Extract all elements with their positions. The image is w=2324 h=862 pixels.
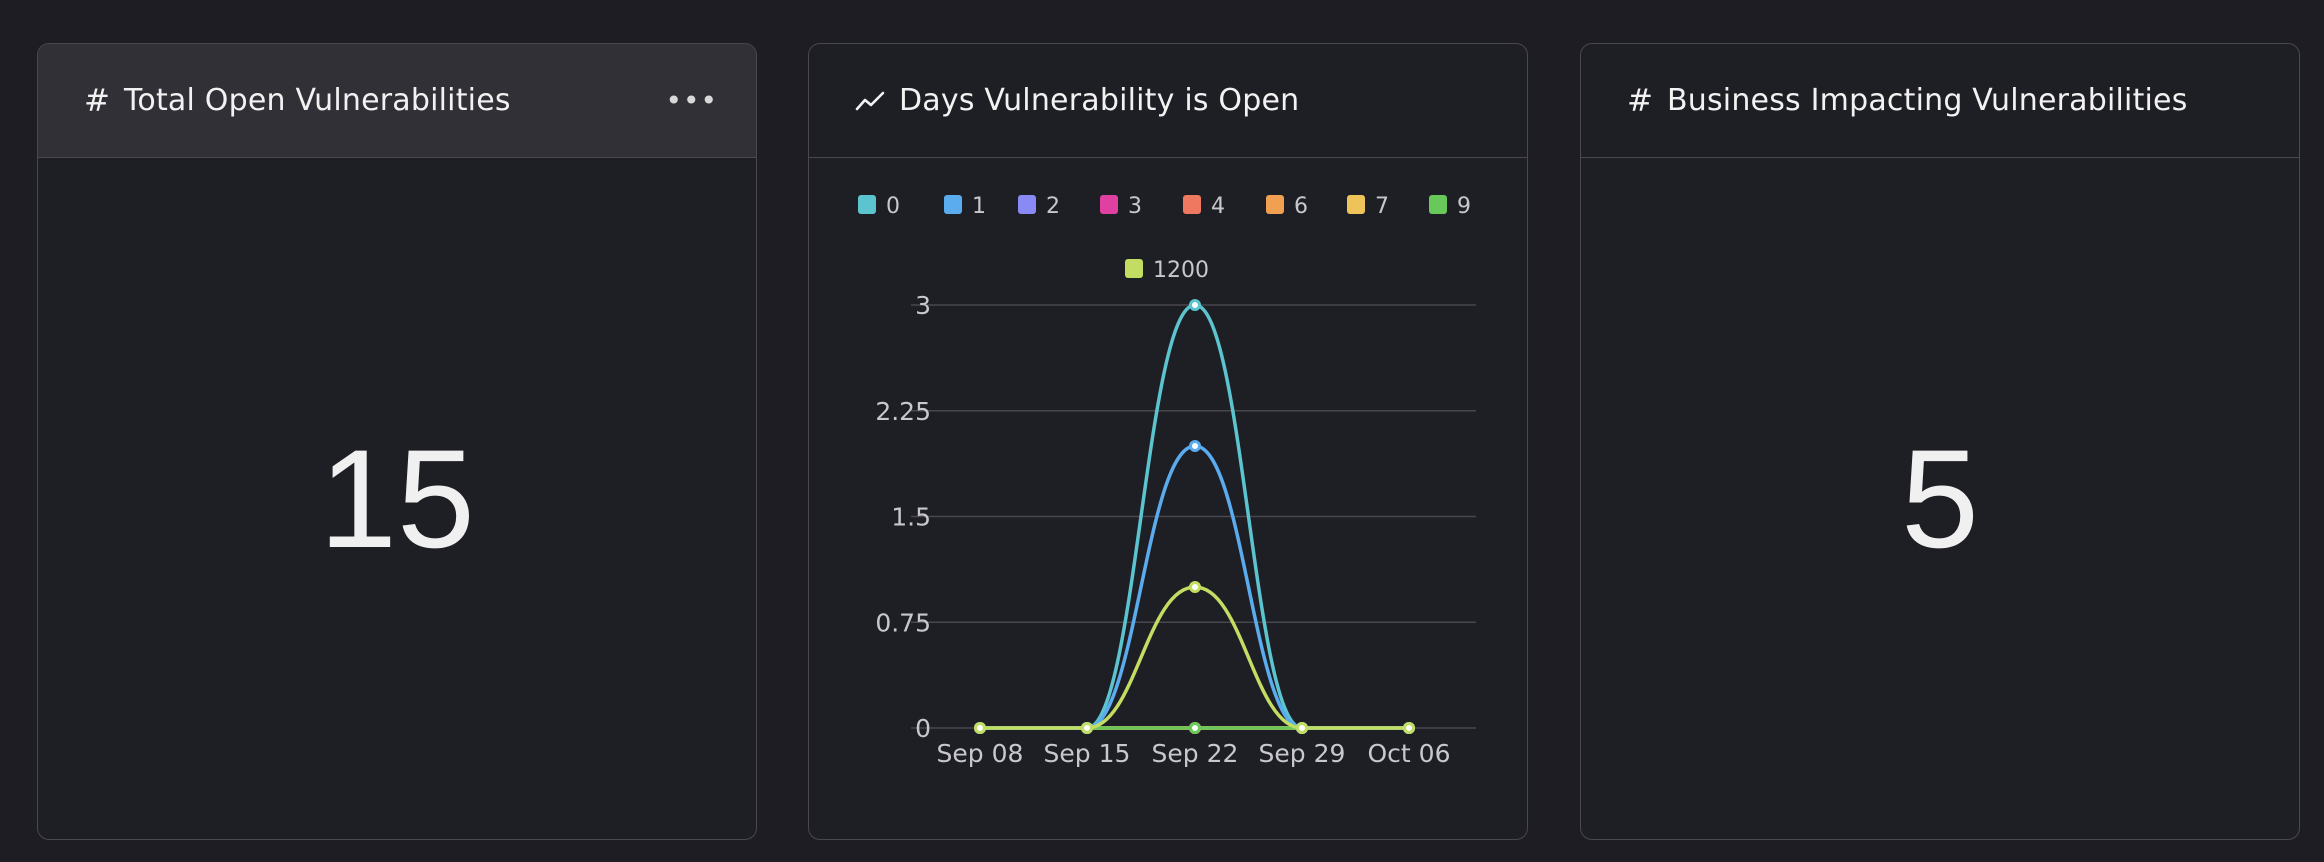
line-chart-icon [855,89,885,113]
legend-marker-3[interactable] [1100,195,1118,214]
metric-value: 15 [319,419,475,577]
legend-label-9[interactable]: 9 [1457,194,1471,219]
legend-marker-4[interactable] [1183,195,1201,214]
days-vulnerability-open-card: Days Vulnerability is Open [808,43,1528,840]
legend-label-3[interactable]: 3 [1128,194,1142,219]
data-point-1200[interactable] [974,722,986,734]
legend-marker-1200[interactable] [1125,259,1143,278]
card-header: Days Vulnerability is Open [809,44,1527,158]
y-tick-label: 0 [915,714,931,743]
data-point-1200[interactable] [1081,722,1093,734]
hash-icon: # [1627,82,1653,119]
legend-label-4[interactable]: 4 [1211,194,1225,219]
data-point-1200[interactable] [1296,722,1308,734]
data-point-0[interactable] [1189,299,1201,311]
legend-label-0[interactable]: 0 [886,194,900,219]
total-open-vulnerabilities-card: # Total Open Vulnerabilities ••• 15 [37,43,757,840]
metric-value: 5 [1901,419,1979,577]
x-tick-label: Sep 29 [1259,739,1346,768]
more-options-icon[interactable]: ••• [665,84,718,117]
legend-marker-0[interactable] [858,195,876,214]
data-point-1[interactable] [1189,440,1201,452]
legend-marker-2[interactable] [1018,195,1036,214]
business-impacting-vulnerabilities-card: # Business Impacting Vulnerabilities 5 [1580,43,2300,840]
x-tick-label: Sep 08 [937,739,1024,768]
x-tick-label: Oct 06 [1368,739,1451,768]
x-tick-label: Sep 15 [1044,739,1131,768]
card-title: Business Impacting Vulnerabilities [1666,83,2188,118]
data-point-1200[interactable] [1189,581,1201,593]
y-tick-label: 3 [915,291,931,320]
card-header: # Total Open Vulnerabilities ••• [38,44,756,158]
data-point-9[interactable] [1189,722,1201,734]
legend-marker-7[interactable] [1347,195,1365,214]
legend-label-2[interactable]: 2 [1046,194,1060,219]
legend-label-1[interactable]: 1 [972,194,986,219]
data-point-1200[interactable] [1403,722,1415,734]
legend-label-1200[interactable]: 1200 [1153,258,1209,283]
legend-label-6[interactable]: 6 [1294,194,1308,219]
x-tick-label: Sep 22 [1152,739,1239,768]
card-title: Days Vulnerability is Open [899,83,1300,118]
y-tick-label: 2.25 [875,397,931,426]
legend-marker-1[interactable] [944,195,962,214]
legend-marker-9[interactable] [1429,195,1447,214]
hash-icon: # [84,82,110,119]
card-title: Total Open Vulnerabilities [123,83,511,118]
series-line-1200 [980,585,1410,730]
y-tick-label: 1.5 [891,503,931,532]
y-tick-label: 0.75 [875,608,931,637]
card-header: # Business Impacting Vulnerabilities [1581,44,2299,158]
legend-marker-6[interactable] [1266,195,1284,214]
legend-label-7[interactable]: 7 [1375,194,1389,219]
